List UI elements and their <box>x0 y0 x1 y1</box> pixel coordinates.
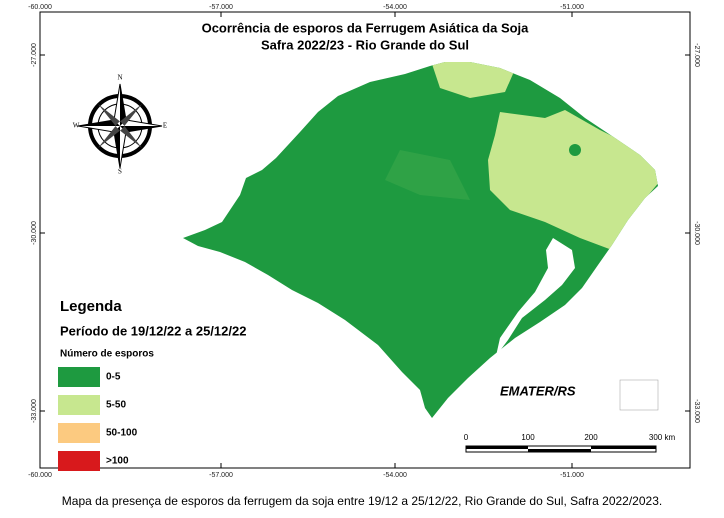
scale-label: 200 <box>584 433 598 442</box>
lon-label: -54.000 <box>383 4 407 11</box>
caption: Mapa da presença de esporos da ferrugem … <box>62 494 662 508</box>
lon-label: -57.000 <box>209 4 233 11</box>
legend-swatch <box>58 395 100 415</box>
lat-label: -27.000 <box>693 43 700 67</box>
lon-label: -60.000 <box>28 472 52 479</box>
legend-period: Período de 19/12/22 a 25/12/22 <box>60 323 246 338</box>
lagoon <box>496 238 575 356</box>
map-title: Safra 2022/23 - Rio Grande do Sul <box>261 37 469 52</box>
legend-label: >100 <box>106 456 129 467</box>
scale-label: 300 km <box>649 433 676 442</box>
scale-bar <box>465 445 657 453</box>
legend-title: Legenda <box>60 298 122 315</box>
map-title: Ocorrência de esporos da Ferrugem Asiáti… <box>202 20 530 35</box>
legend-swatch <box>58 367 100 387</box>
lon-label: -51.000 <box>560 472 584 479</box>
lon-label: -57.000 <box>209 472 233 479</box>
lat-label: -33.000 <box>693 399 700 423</box>
lat-label: -33.000 <box>31 399 38 423</box>
frame-ticks <box>40 12 690 468</box>
legend-label: 5-50 <box>106 400 126 411</box>
legend-swatch <box>58 423 100 443</box>
legend-items: 0-5 5-50 50-100 >100 <box>58 367 138 471</box>
lon-label: -54.000 <box>383 472 407 479</box>
lon-label: -51.000 <box>560 4 584 11</box>
logo-crest <box>619 379 659 411</box>
compass-label: E <box>163 122 167 130</box>
legend-swatch <box>58 451 100 471</box>
lat-label: -30.000 <box>31 221 38 245</box>
scale-label: 0 <box>464 433 469 442</box>
scale-label: 100 <box>521 433 535 442</box>
legend-subtitle: Número de esporos <box>60 349 154 360</box>
compass-label: N <box>117 74 122 82</box>
compass-label: S <box>118 168 122 176</box>
legend-label: 50-100 <box>106 428 138 439</box>
lat-label: -30.000 <box>693 221 700 245</box>
compass-rose <box>77 83 163 169</box>
logo-text: EMATER/RS <box>500 383 576 398</box>
lon-label: -60.000 <box>28 4 52 11</box>
compass-label: W <box>73 122 80 130</box>
legend-label: 0-5 <box>106 372 121 383</box>
lat-label: -27.000 <box>31 43 38 67</box>
